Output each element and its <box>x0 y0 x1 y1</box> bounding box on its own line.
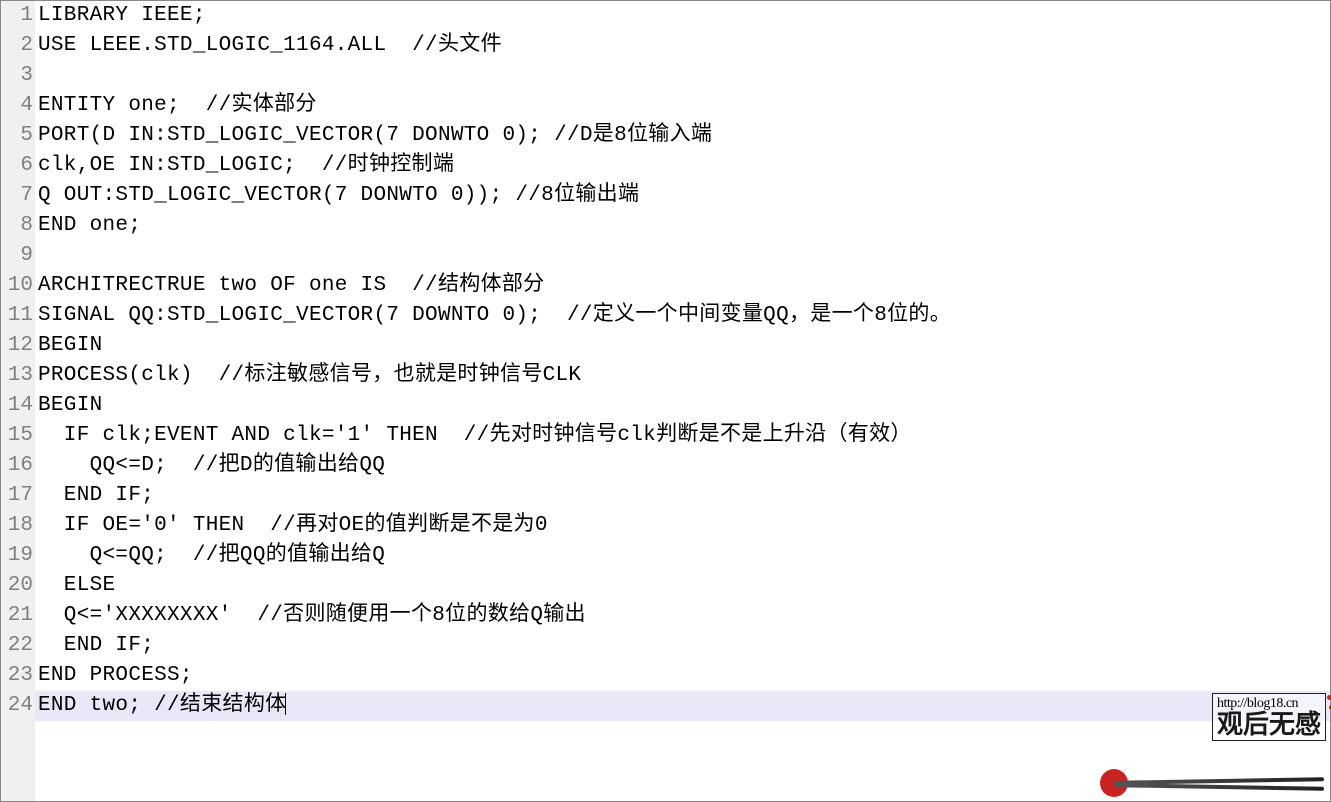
code-line[interactable]: END IF; <box>35 631 1330 661</box>
line-number: 9 <box>1 241 35 271</box>
code-line[interactable] <box>35 61 1330 91</box>
code-line[interactable]: IF OE='0' THEN //再对OE的值判断是不是为0 <box>35 511 1330 541</box>
line-number: 17 <box>1 481 35 511</box>
code-line[interactable]: IF clk;EVENT AND clk='1' THEN //先对时钟信号cl… <box>35 421 1330 451</box>
line-number: 12 <box>1 331 35 361</box>
code-line[interactable]: BEGIN <box>35 331 1330 361</box>
line-number: 8 <box>1 211 35 241</box>
line-number: 14 <box>1 391 35 421</box>
code-line[interactable] <box>35 241 1330 271</box>
code-line[interactable]: END one; <box>35 211 1330 241</box>
line-number: 2 <box>1 31 35 61</box>
code-line[interactable]: SIGNAL QQ:STD_LOGIC_VECTOR(7 DOWNTO 0); … <box>35 301 1330 331</box>
code-area[interactable]: LIBRARY IEEE;USE LEEE.STD_LOGIC_1164.ALL… <box>35 1 1330 801</box>
code-line[interactable]: Q<='XXXXXXXX' //否则随便用一个8位的数给Q输出 <box>35 601 1330 631</box>
line-number: 21 <box>1 601 35 631</box>
text-cursor <box>285 693 286 715</box>
editor-container: 123456789101112131415161718192021222324 … <box>1 1 1330 801</box>
code-line[interactable]: LIBRARY IEEE; <box>35 1 1330 31</box>
line-number: 16 <box>1 451 35 481</box>
code-line[interactable]: ELSE <box>35 571 1330 601</box>
code-line[interactable]: END IF; <box>35 481 1330 511</box>
code-line[interactable]: Q<=QQ; //把QQ的值输出给Q <box>35 541 1330 571</box>
line-number: 18 <box>1 511 35 541</box>
code-line[interactable]: QQ<=D; //把D的值输出给QQ <box>35 451 1330 481</box>
line-number: 23 <box>1 661 35 691</box>
line-number: 19 <box>1 541 35 571</box>
line-number: 13 <box>1 361 35 391</box>
line-number: 11 <box>1 301 35 331</box>
code-line[interactable]: ARCHITRECTRUE two OF one IS //结构体部分 <box>35 271 1330 301</box>
code-line[interactable]: BEGIN <box>35 391 1330 421</box>
code-line[interactable]: USE LEEE.STD_LOGIC_1164.ALL //头文件 <box>35 31 1330 61</box>
line-number: 1 <box>1 1 35 31</box>
line-number: 15 <box>1 421 35 451</box>
code-line[interactable]: PORT(D IN:STD_LOGIC_VECTOR(7 DONWTO 0); … <box>35 121 1330 151</box>
line-number: 4 <box>1 91 35 121</box>
line-number: 5 <box>1 121 35 151</box>
line-number: 22 <box>1 631 35 661</box>
line-number: 7 <box>1 181 35 211</box>
line-number: 6 <box>1 151 35 181</box>
code-line[interactable]: END PROCESS; <box>35 661 1330 691</box>
code-line[interactable]: clk,OE IN:STD_LOGIC; //时钟控制端 <box>35 151 1330 181</box>
line-number-gutter: 123456789101112131415161718192021222324 <box>1 1 35 801</box>
code-line[interactable]: ENTITY one; //实体部分 <box>35 91 1330 121</box>
code-line[interactable]: PROCESS(clk) //标注敏感信号，也就是时钟信号CLK <box>35 361 1330 391</box>
code-line[interactable]: Q OUT:STD_LOGIC_VECTOR(7 DONWTO 0)); //8… <box>35 181 1330 211</box>
line-number: 24 <box>1 691 35 721</box>
code-line[interactable]: END two; //结束结构体 <box>35 691 1330 721</box>
line-number: 3 <box>1 61 35 91</box>
line-number: 10 <box>1 271 35 301</box>
line-number: 20 <box>1 571 35 601</box>
